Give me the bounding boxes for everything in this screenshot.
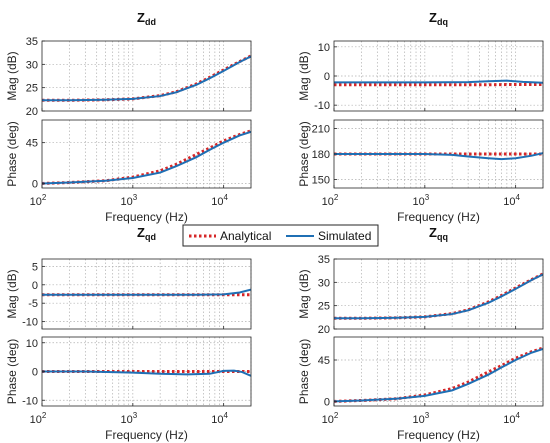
- x-tick-label: 102: [322, 411, 339, 426]
- series-line-simulated: [42, 369, 251, 377]
- axes-frame: [41, 40, 252, 112]
- y-tick-label: -5: [28, 298, 38, 310]
- y-axis-label: Phase (deg): [297, 121, 311, 186]
- panel-zqd-phase: -10 0 10 Phase (deg) 102 103 104 Frequency (Hz): [5, 336, 252, 442]
- x-tick-label: 103: [120, 193, 137, 208]
- x-tick-label: 104: [503, 411, 520, 426]
- y-tick-label: 20: [318, 324, 330, 336]
- legend: Analytical Simulated: [182, 224, 379, 247]
- series-line-simulated: [334, 79, 543, 84]
- legend-label-analytical: Analytical: [220, 229, 271, 243]
- y-axis-label: Mag (dB): [297, 51, 311, 100]
- y-tick-label: 45: [26, 138, 38, 150]
- y-tick-label: 45: [318, 355, 330, 367]
- x-tick-label: 103: [412, 411, 429, 426]
- series-line-simulated: [42, 130, 251, 185]
- y-tick-label: 5: [32, 261, 38, 273]
- y-tick-label: 0: [32, 367, 38, 379]
- y-tick-label: 35: [318, 254, 330, 266]
- x-tick-label: 104: [211, 411, 228, 426]
- x-axis-label: Frequency (Hz): [105, 210, 188, 224]
- y-tick-label: 35: [26, 36, 38, 48]
- x-tick-label: 102: [30, 193, 47, 208]
- x-tick-label: 103: [120, 411, 137, 426]
- axes-frame: [41, 258, 252, 330]
- y-tick-label: -10: [22, 317, 38, 329]
- y-axis-label: Phase (deg): [5, 121, 19, 186]
- series-line-simulated: [42, 288, 251, 296]
- y-axis-label: Phase (deg): [5, 339, 19, 404]
- y-tick-label: 25: [318, 301, 330, 313]
- y-tick-label: 20: [26, 106, 38, 118]
- plot-area: [334, 337, 543, 406]
- x-axis-label: Frequency (Hz): [105, 428, 188, 442]
- series-line-simulated: [42, 55, 251, 102]
- panel-title: Zqd: [137, 225, 156, 242]
- y-axis-label: Mag (dB): [5, 51, 19, 100]
- axes-frame: [333, 336, 544, 407]
- y-tick-label: -10: [314, 100, 330, 112]
- y-tick-label: 25: [26, 83, 38, 95]
- legend-box: [182, 224, 379, 247]
- series-line-simulated: [334, 348, 543, 403]
- axes-frame: [41, 119, 252, 189]
- x-tick-label: 102: [30, 411, 47, 426]
- legend-label-simulated: Simulated: [318, 229, 371, 243]
- y-tick-label: 10: [26, 338, 38, 350]
- panel-zqq-mag: 20 25 30 35 Mag (dB) Zqq: [297, 225, 544, 336]
- x-tick-label: 102: [322, 193, 339, 208]
- series-line-simulated: [334, 152, 543, 161]
- y-tick-label: 210: [312, 124, 330, 136]
- x-tick-label: 104: [503, 193, 520, 208]
- y-axis-label: Phase (deg): [297, 339, 311, 404]
- plot-area: [334, 41, 543, 111]
- x-tick-label: 104: [211, 193, 228, 208]
- y-tick-label: 0: [32, 280, 38, 292]
- panel-title: Zdq: [429, 10, 448, 27]
- x-tick-label: 103: [412, 193, 429, 208]
- y-tick-label: -10: [22, 395, 38, 407]
- y-tick-label: 30: [26, 59, 38, 71]
- y-tick-label: 150: [312, 175, 330, 187]
- y-tick-label: 0: [324, 71, 330, 83]
- x-axis-label: Frequency (Hz): [397, 428, 480, 442]
- axes-frame: [333, 258, 544, 330]
- panel-title: Zqq: [429, 225, 448, 242]
- y-tick-label: 180: [312, 149, 330, 161]
- panel-zqq-phase: 0 45 Phase (deg) 102 103 104 Frequency (Hz): [297, 336, 544, 442]
- panel-title: Zdd: [137, 10, 156, 27]
- panel-zdq-mag: -10 0 10 Mag (dB) Zdq: [297, 10, 544, 112]
- y-tick-label: 10: [318, 42, 330, 54]
- y-tick-label: 0: [324, 396, 330, 408]
- series-line-simulated: [334, 273, 543, 320]
- y-axis-label: Mag (dB): [297, 269, 311, 318]
- plot-area: [42, 120, 251, 188]
- y-axis-label: Mag (dB): [5, 269, 19, 318]
- y-tick-label: 0: [32, 178, 38, 190]
- y-tick-label: 30: [318, 277, 330, 289]
- x-axis-label: Frequency (Hz): [397, 210, 480, 224]
- panel-zdd-phase: 0 45 Phase (deg) 102 103 104 Frequency (Hz): [5, 119, 252, 224]
- panel-zdd-mag: 20 25 30 35 Mag (dB) Zdd: [5, 10, 252, 118]
- panel-zqd-mag: -10 -5 0 5 Mag (dB) Zqd: [5, 225, 252, 330]
